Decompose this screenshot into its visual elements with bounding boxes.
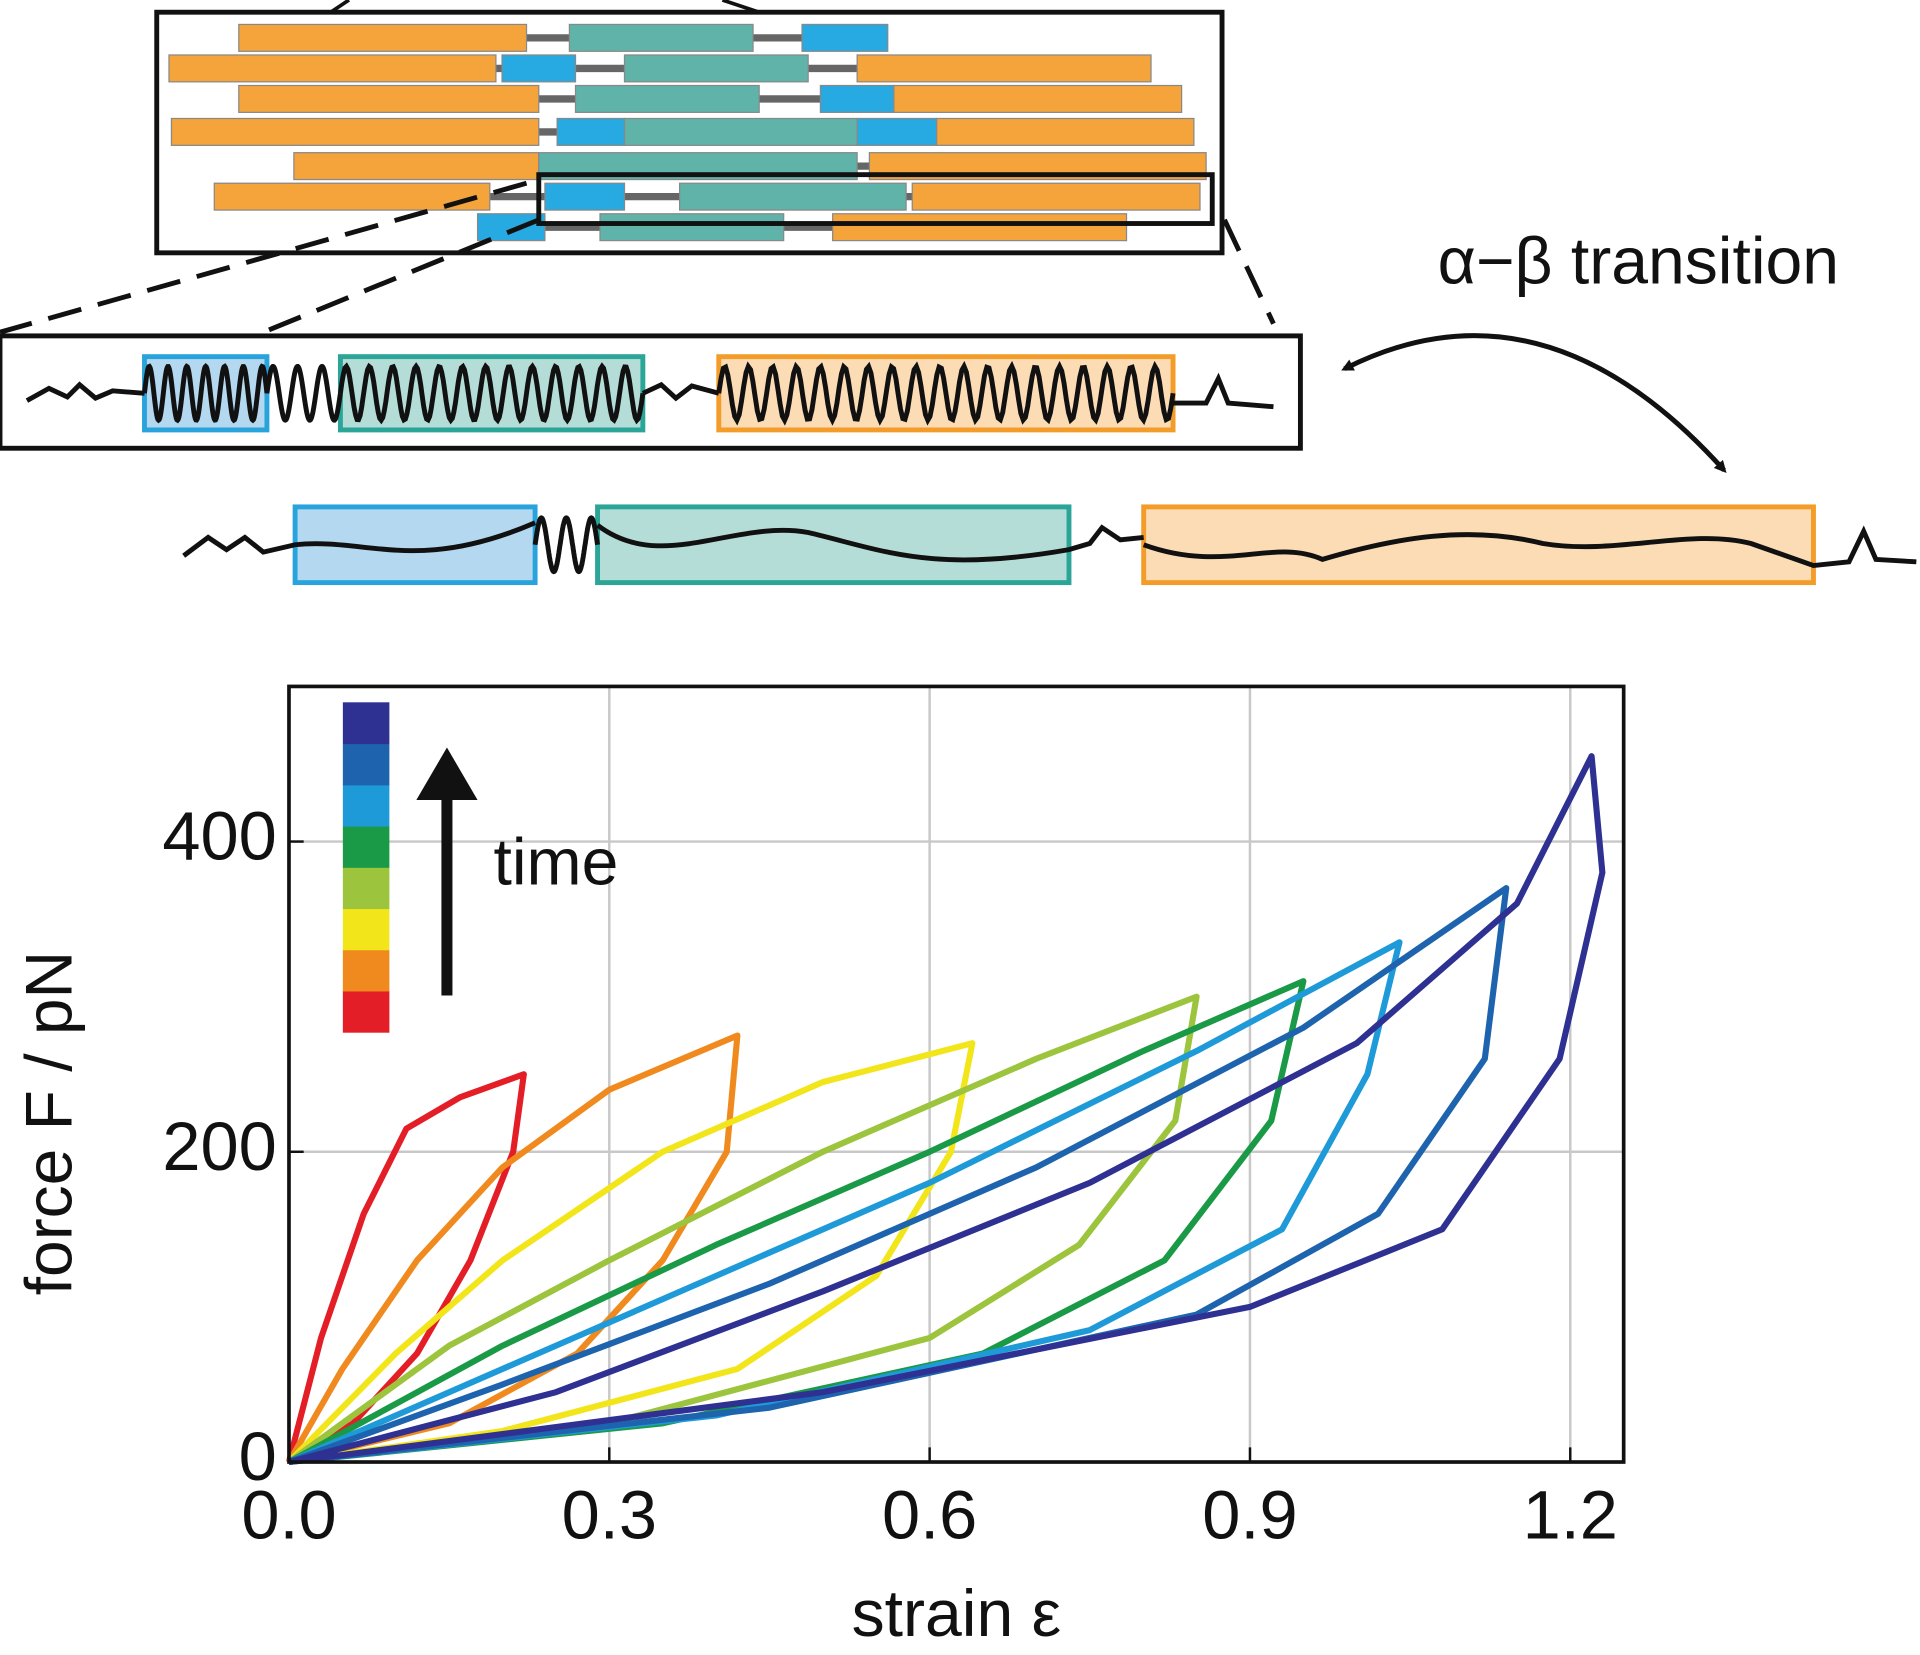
chain — [142, 362, 270, 424]
helix-block — [911, 182, 1201, 211]
colorbar-swatch — [342, 908, 390, 951]
zoom-box — [536, 172, 1215, 226]
data-line — [287, 993, 1200, 1466]
colorbar-swatch — [342, 990, 390, 1033]
chain — [25, 381, 145, 403]
helix-block — [574, 84, 760, 113]
transition-arrow — [1341, 333, 1727, 473]
helix-block — [238, 23, 528, 52]
colorbar-swatch — [342, 784, 390, 827]
helix-block — [168, 54, 497, 83]
chain — [596, 523, 1144, 563]
chain — [716, 360, 1176, 426]
helix-block — [819, 84, 895, 113]
colorbar-swatch — [342, 949, 390, 992]
helix-block — [678, 182, 907, 211]
data-line — [288, 753, 1606, 1466]
x-tick-label: 1.2 — [1523, 1477, 1618, 1554]
helix-block — [599, 213, 785, 242]
colorbar-swatch — [342, 867, 390, 910]
time-label: time — [493, 825, 618, 899]
chain — [264, 363, 343, 423]
helix-block — [501, 54, 577, 83]
time-arrow-head — [416, 747, 478, 801]
chain — [1173, 372, 1274, 410]
helix-block — [544, 182, 626, 211]
helix-block — [856, 54, 1152, 83]
data-line — [286, 1040, 976, 1466]
helix-block — [556, 117, 626, 146]
chain — [532, 515, 600, 575]
helix-block — [801, 23, 889, 52]
helix-block — [293, 152, 540, 181]
chain — [641, 381, 720, 402]
domain-box — [1141, 504, 1816, 586]
helix-block — [832, 213, 1128, 242]
x-tick-label: 0.9 — [1202, 1477, 1297, 1554]
x-tick-label: 0.3 — [562, 1477, 657, 1554]
chain — [337, 362, 646, 425]
y-tick-label: 400 — [162, 798, 276, 875]
helix-block — [238, 84, 540, 113]
schematic — [0, 0, 1917, 586]
chain — [182, 520, 537, 558]
helix-block — [893, 84, 1183, 113]
data-line — [286, 1071, 527, 1465]
plot-frame — [287, 684, 1626, 1464]
y-tick-label: 0 — [239, 1418, 277, 1495]
chart: 0.0 0.3 0.6 0.9 1.2 0 200 400 strain ε force F / … — [11, 684, 1626, 1650]
data-line — [287, 939, 1403, 1466]
bundle-box — [154, 9, 1225, 256]
transition-label: α−β transition — [1438, 224, 1839, 298]
helix-block — [623, 54, 809, 83]
colorbar-swatch — [342, 702, 390, 745]
colorbar-swatch — [342, 825, 390, 868]
chain — [1142, 525, 1917, 568]
y-tick-label: 200 — [162, 1108, 276, 1185]
helix-block — [476, 213, 546, 242]
x-axis-label: strain ε — [852, 1576, 1061, 1650]
helix-block — [936, 117, 1195, 146]
zoom-lines — [0, 180, 1276, 335]
helix-block — [856, 117, 938, 146]
colorbar-swatch — [342, 743, 390, 786]
helix-block — [568, 23, 754, 52]
data-line — [286, 1032, 741, 1465]
helix-block — [170, 117, 540, 146]
helix-block — [623, 117, 858, 146]
y-axis-label: force F / pN — [11, 951, 85, 1295]
x-tick-label: 0.6 — [882, 1477, 977, 1554]
x-tick-label: 0.0 — [241, 1477, 336, 1554]
data-line — [287, 978, 1307, 1466]
